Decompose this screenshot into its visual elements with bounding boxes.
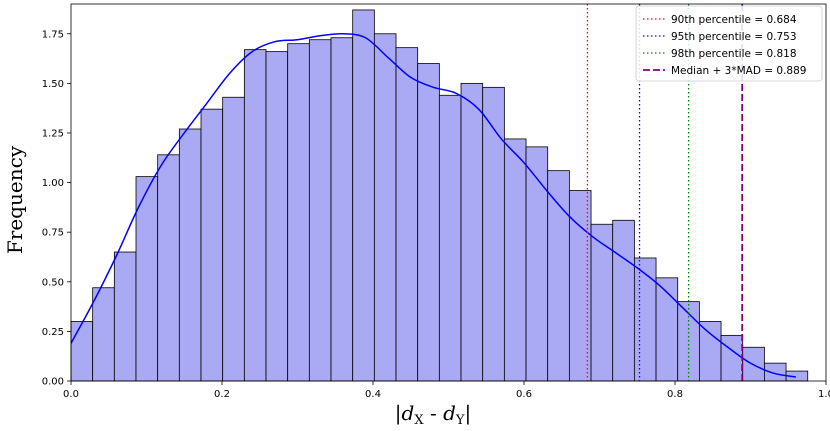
histogram-bar	[655, 277, 679, 382]
legend-label: 95th percentile = 0.753	[671, 31, 797, 43]
histogram-bar	[373, 33, 397, 382]
legend-label: Median + 3*MAD = 0.889	[671, 65, 806, 77]
legend-label: 98th percentile = 0.818	[671, 48, 797, 60]
x-tick-label: 0.6	[516, 389, 532, 400]
kde-curve	[70, 32, 796, 378]
x-axis-title: |dX - dY|	[395, 401, 471, 428]
histogram-bar	[763, 362, 787, 382]
histogram-bar	[482, 86, 505, 382]
histogram-bar	[352, 9, 375, 382]
histogram-bar	[113, 251, 137, 382]
y-tick-label: 0.50	[42, 277, 64, 288]
histogram-bar	[438, 94, 462, 382]
histogram-bar	[70, 321, 94, 382]
y-tick-label: 0.25	[42, 327, 64, 338]
y-tick-label: 1.00	[42, 178, 64, 189]
histogram-bar	[612, 219, 635, 382]
x-axis-ticks: 0.0 0.2 0.4 0.6 0.8 1.0	[63, 381, 830, 400]
x-tick-label: 1.0	[818, 389, 830, 400]
histogram-bar	[417, 63, 440, 382]
y-axis-title: Frequency	[3, 145, 27, 254]
histogram-bar	[460, 82, 484, 382]
histogram-bar	[178, 128, 202, 382]
plot-frame	[70, 3, 827, 382]
histogram-bar	[308, 39, 332, 382]
y-tick-label: 1.75	[42, 29, 64, 40]
histogram-bar	[547, 170, 570, 382]
histogram-bar	[157, 154, 180, 382]
histogram-bar	[243, 49, 267, 382]
histogram-bar	[222, 96, 245, 382]
x-tick-label: 0.0	[63, 389, 79, 400]
histogram-bar	[698, 321, 722, 382]
y-tick-label: 0.00	[42, 377, 64, 388]
histogram-bar	[287, 43, 310, 382]
x-tick-label: 0.2	[214, 389, 230, 400]
y-tick-label: 0.75	[42, 228, 64, 239]
histogram-bar	[330, 37, 354, 382]
histogram-bars	[70, 9, 809, 382]
histogram-bar	[200, 108, 224, 382]
histogram-bar	[720, 334, 744, 382]
histogram-bar	[265, 51, 289, 382]
histogram-bar	[633, 257, 657, 382]
histogram-bar	[503, 138, 527, 382]
histogram-bar	[395, 47, 419, 382]
x-tick-label: 0.8	[667, 389, 683, 400]
legend-label: 90th percentile = 0.684	[671, 14, 797, 26]
x-tick-label: 0.4	[365, 389, 381, 400]
y-tick-label: 1.25	[42, 128, 64, 139]
histogram-bar	[92, 287, 115, 382]
legend: 90th percentile = 0.684 95th percentile =…	[635, 5, 823, 82]
y-axis-ticks: 0.00 0.25 0.50 0.75 1.00 1.25 1.50 1.75	[42, 29, 71, 388]
legend-box	[635, 5, 823, 82]
histogram-bar	[525, 146, 549, 382]
y-tick-label: 1.50	[42, 79, 64, 90]
